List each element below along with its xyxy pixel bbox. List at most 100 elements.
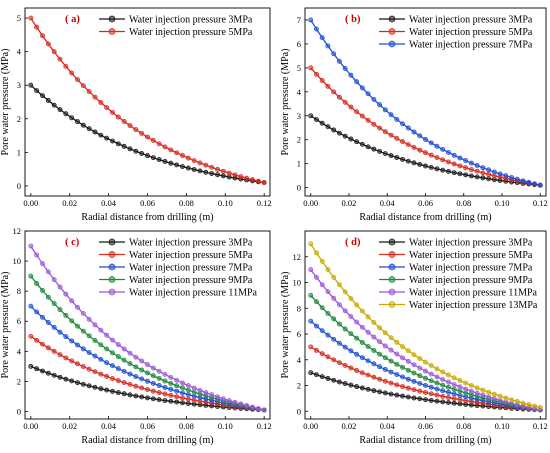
data-point	[139, 130, 145, 136]
data-point	[162, 385, 168, 390]
data-point	[417, 147, 423, 153]
data-point	[45, 41, 51, 47]
data-point	[451, 400, 457, 406]
data-point	[319, 305, 325, 311]
data-point	[325, 289, 331, 295]
data-point	[503, 395, 509, 401]
data-point	[371, 334, 377, 340]
data-point	[180, 153, 185, 158]
legend-label: Water injection pressure 11MPa	[129, 288, 258, 299]
data-point	[468, 173, 474, 179]
data-point	[434, 166, 440, 172]
data-point	[382, 367, 388, 372]
x-tick-label: 0.10	[495, 421, 510, 431]
data-point	[400, 139, 405, 145]
data-point	[308, 65, 314, 71]
x-axis-title: Radial distance from drilling (m)	[81, 435, 213, 446]
data-point	[348, 72, 354, 78]
data-point	[468, 167, 474, 172]
data-point	[250, 404, 255, 410]
data-point	[86, 366, 92, 372]
data-point	[331, 377, 337, 383]
data-point	[405, 376, 411, 382]
data-point	[336, 379, 342, 385]
data-point	[51, 277, 57, 283]
data-point	[69, 70, 75, 76]
data-point	[215, 166, 220, 172]
legend-marker	[388, 251, 396, 258]
data-point	[115, 378, 121, 384]
data-point	[336, 94, 342, 100]
y-tick-label: 3	[17, 80, 21, 90]
data-point	[354, 351, 360, 357]
data-point	[377, 376, 383, 382]
data-point	[371, 361, 377, 367]
data-point	[417, 133, 423, 139]
data-point	[377, 364, 383, 370]
data-point	[28, 82, 34, 88]
data-point	[417, 396, 423, 402]
data-point	[156, 397, 162, 403]
data-point	[382, 107, 388, 113]
data-point	[446, 384, 451, 390]
series-line	[30, 84, 265, 184]
data-point	[215, 394, 220, 400]
data-point	[104, 387, 110, 393]
data-point	[133, 148, 139, 154]
legend-label: Water injection pressure 3MPa	[129, 15, 253, 26]
data-point	[411, 387, 417, 393]
legend-label: Water injection pressure 9MPa	[409, 275, 533, 286]
data-point	[486, 394, 492, 400]
data-point	[319, 351, 325, 357]
data-point	[69, 115, 75, 121]
data-point	[63, 355, 69, 361]
data-point	[34, 337, 40, 343]
data-point	[446, 379, 451, 385]
data-point	[191, 401, 197, 407]
data-point	[451, 161, 457, 167]
data-point	[127, 392, 133, 398]
data-point	[319, 258, 325, 264]
data-point	[121, 118, 127, 124]
data-point	[185, 401, 191, 406]
data-point	[110, 388, 115, 394]
data-point	[325, 124, 331, 130]
data-point	[75, 380, 80, 386]
data-point	[451, 396, 457, 402]
data-point	[185, 383, 191, 389]
x-tick-label: 0.08	[179, 198, 194, 208]
data-point	[411, 362, 417, 368]
data-point	[411, 352, 417, 358]
data-point	[509, 175, 515, 180]
data-point	[139, 358, 145, 364]
chart-panel-d: 0.00 0.02 0.04 0.06 0.08 0.10 0.12 0 2 4 6 8 10 12 Rad…	[280, 230, 548, 446]
data-point	[308, 292, 314, 298]
data-point	[40, 341, 45, 347]
data-point	[468, 160, 474, 166]
data-point	[308, 17, 314, 23]
data-point	[156, 368, 162, 374]
data-point	[57, 107, 63, 113]
data-point	[80, 346, 86, 352]
data-point	[45, 294, 51, 300]
data-point	[185, 392, 191, 397]
x-tick-label: 0.02	[342, 421, 357, 431]
data-point	[92, 322, 98, 328]
data-point	[371, 374, 377, 380]
data-point	[491, 396, 497, 402]
data-point	[75, 119, 80, 125]
data-point	[180, 385, 185, 391]
data-point	[133, 127, 139, 133]
data-point	[428, 384, 434, 390]
legend-marker	[108, 288, 116, 296]
data-point	[28, 243, 34, 249]
data-point	[92, 338, 98, 343]
data-point	[371, 96, 377, 102]
data-point	[336, 360, 342, 366]
legend-marker	[388, 288, 396, 296]
y-tick-label: 10	[293, 278, 302, 288]
data-point	[191, 393, 197, 399]
data-point	[180, 164, 185, 169]
